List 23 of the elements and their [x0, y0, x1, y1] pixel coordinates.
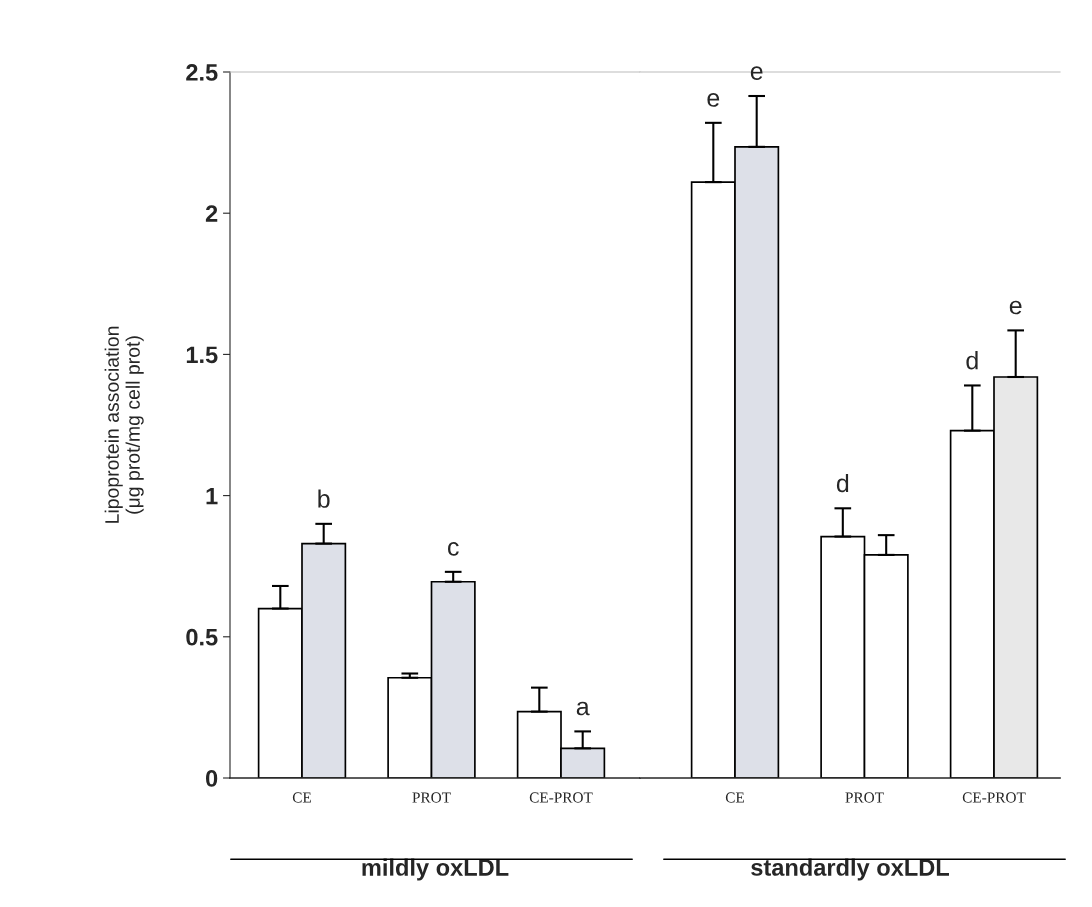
data-label: e	[707, 93, 720, 107]
data-label: d	[966, 351, 978, 370]
x-tick-label: PROT	[412, 792, 451, 803]
y-tick-label: 2.5	[186, 64, 218, 81]
x-axis-title: mildly oxLDL	[362, 858, 509, 881]
y-tick-label: 0.5	[186, 628, 218, 646]
data-label: b	[318, 489, 330, 508]
data-label: e	[750, 66, 763, 80]
data-label: c	[448, 542, 459, 556]
y-axis-title: Lipoprotein association (μg prot/mg cell prot)	[104, 326, 144, 523]
data-label: d	[836, 473, 849, 493]
x-tick-label: PROT	[845, 792, 884, 803]
y-tick-label: 1	[206, 487, 218, 505]
y-tick-label: 2	[205, 205, 218, 222]
y-tick-label: 1.5	[186, 346, 218, 364]
x-tick-label: CE	[292, 792, 311, 803]
y-tick-label: 0	[206, 770, 218, 787]
data-label: e	[1009, 300, 1022, 315]
x-tick-label: CE	[725, 792, 744, 803]
x-axis-title: standardly oxLDL	[751, 858, 949, 881]
x-tick-label: CE-PROT	[529, 792, 593, 803]
x-tick-label: CE-PROT	[962, 792, 1026, 803]
data-label: a	[576, 701, 590, 716]
